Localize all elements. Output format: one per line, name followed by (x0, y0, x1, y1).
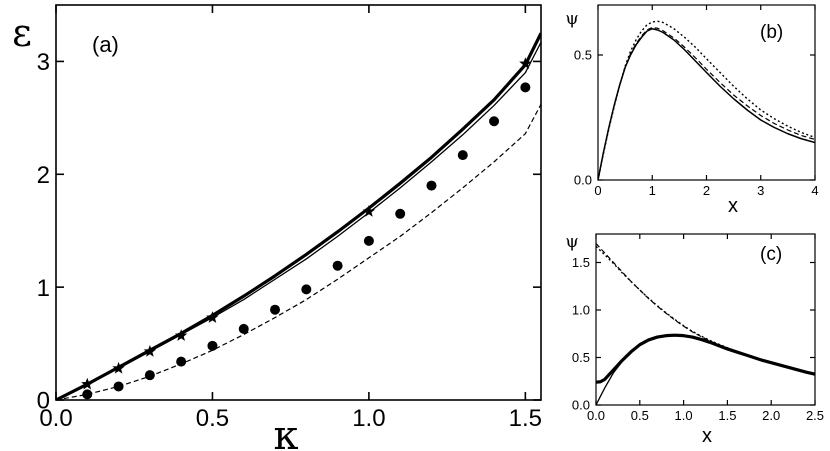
x-tick-label: 4 (811, 183, 818, 198)
dot-marker (520, 82, 531, 93)
dot-marker (176, 356, 187, 367)
star-marker (206, 311, 219, 323)
star-marker (174, 329, 188, 341)
plot-frame (595, 233, 816, 406)
y-tick-label: 0.0 (574, 173, 592, 188)
y-tick-label: 0 (37, 388, 50, 415)
y-tick-label: 0.0 (572, 398, 590, 413)
x-tick-label: 0.5 (631, 408, 649, 423)
plot-area (56, 32, 541, 400)
panel-c: 0.0 0.5 1.0 1.5 2.0 2.5 0.0 0.5 1.0 1.5 (c) x ψ (565, 232, 824, 447)
series-line-thin-solid (56, 41, 541, 400)
x-axis-label: x (728, 195, 738, 217)
x-tick-label: 1 (649, 183, 656, 198)
panel-label: (a) (92, 32, 119, 57)
panel-label: (b) (760, 22, 783, 43)
x-tick-label: 1.0 (352, 405, 385, 432)
dot-marker (363, 235, 374, 246)
series-line-dashed (56, 104, 541, 400)
panel-a: 0.0 0.5 1.0 1.5 0 1 2 3 (a) κ ε (12, 4, 542, 451)
dot-marker (489, 116, 500, 127)
x-tick-label: 2.0 (762, 408, 780, 423)
panel-b: 0 1 2 3 4 0.0 0.5 (b) x ψ (565, 4, 819, 217)
y-axis-label: ψ (565, 232, 578, 252)
series-line-solid (598, 28, 815, 180)
dot-marker (82, 389, 93, 400)
plot-frame (55, 4, 542, 401)
y-tick-label: 1 (37, 275, 50, 302)
star-marker (362, 205, 376, 217)
y-axis-label: ψ (565, 9, 578, 29)
star-marker (112, 361, 125, 374)
y-tick-label: 1.0 (572, 303, 590, 318)
dot-marker (238, 323, 249, 334)
series-line-thick-solid (56, 32, 541, 400)
star-marker (519, 57, 532, 69)
series-line-thin-solid (596, 334, 815, 405)
x-tick-label: 2 (703, 183, 710, 198)
dot-marker (207, 340, 218, 351)
x-tick-label: 0.0 (587, 408, 605, 423)
x-tick-label: 0.5 (196, 405, 229, 432)
x-tick-label: 1.5 (509, 405, 542, 432)
plot-area (596, 243, 815, 405)
x-tick-label: 0 (594, 183, 601, 198)
dot-marker (270, 304, 281, 315)
x-tick-label: 1.0 (675, 408, 693, 423)
y-tick-label: 0.5 (572, 350, 590, 365)
series-line-dotted (598, 20, 815, 180)
y-tick-label: 2 (37, 162, 50, 189)
y-tick-label: 3 (37, 49, 50, 76)
x-tick-label: 3 (757, 183, 764, 198)
x-axis-label: x (702, 425, 712, 447)
x-tick-label: 0.0 (39, 405, 72, 432)
x-axis-label: κ (274, 413, 299, 451)
series-line-dotted (596, 245, 737, 352)
x-tick-label: 1.5 (718, 408, 736, 423)
dot-marker (332, 260, 343, 271)
x-tick-label: 2.5 (806, 408, 824, 423)
series-line-dashed (598, 26, 815, 180)
y-tick-label: 0.5 (574, 48, 592, 63)
star-marker (81, 377, 94, 390)
star-marker (143, 344, 157, 357)
dot-marker (395, 208, 406, 219)
y-axis-label: ε (12, 11, 32, 55)
dot-marker (426, 180, 437, 191)
dot-marker (113, 381, 124, 392)
y-tick-label: 1.5 (572, 255, 590, 270)
dot-marker (144, 370, 155, 381)
dot-marker (457, 150, 468, 161)
plot-area (598, 20, 815, 180)
series-line-thick-solid (596, 333, 815, 384)
dot-marker (301, 284, 312, 295)
panel-label: (c) (760, 244, 782, 265)
